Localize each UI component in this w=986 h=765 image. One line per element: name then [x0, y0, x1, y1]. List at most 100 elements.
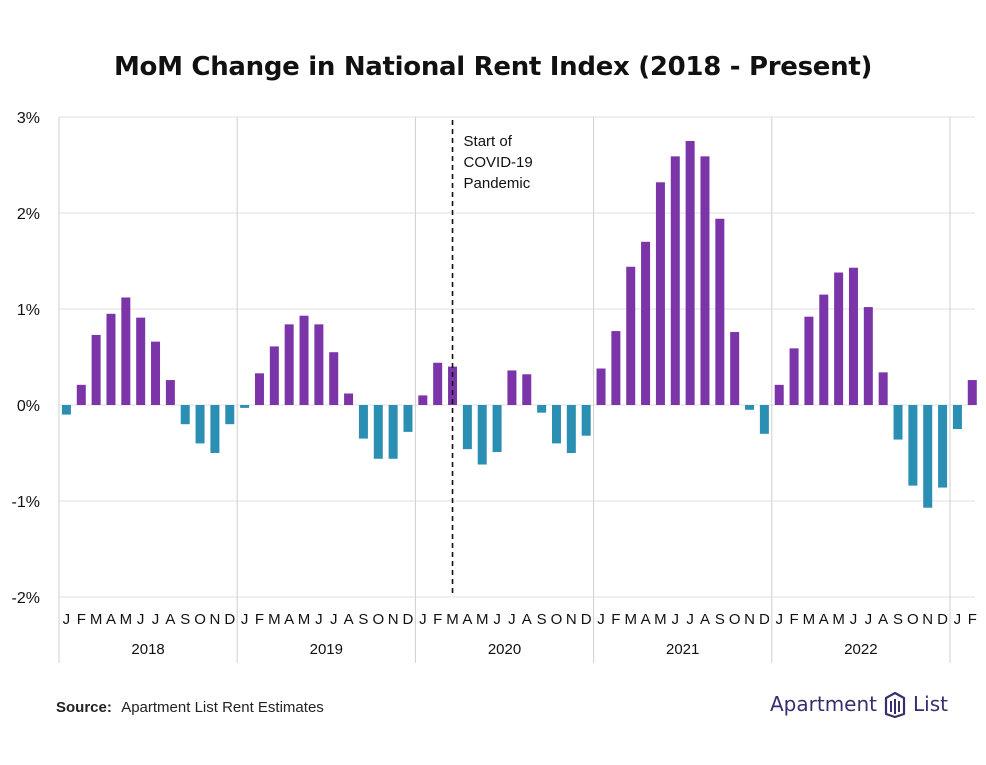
bar	[344, 393, 354, 405]
covid-annotation-text: Pandemic	[464, 175, 531, 192]
bar	[967, 380, 977, 405]
bar	[165, 380, 175, 405]
bar	[670, 156, 680, 405]
x-tick-label: A	[700, 611, 710, 628]
x-tick-label: A	[819, 611, 829, 628]
x-tick-label: A	[641, 611, 651, 628]
y-tick-label: -2%	[12, 590, 40, 607]
bar	[759, 405, 769, 434]
annotation-layer: Start of COVID-19 Pandemic	[451, 120, 533, 597]
logo-word-list: List	[913, 692, 948, 716]
x-tick-label: M	[268, 611, 281, 628]
x-tick-label: M	[832, 611, 845, 628]
bar	[180, 405, 190, 425]
bar	[774, 384, 784, 405]
bar	[878, 372, 888, 405]
x-tick-label: A	[462, 611, 472, 628]
bar	[225, 405, 235, 425]
x-tick-label: A	[106, 611, 116, 628]
x-tick-label: A	[522, 611, 532, 628]
bar	[581, 405, 591, 436]
bar	[492, 405, 502, 453]
x-tick-label: A	[165, 611, 175, 628]
x-tick-label: S	[537, 611, 547, 628]
bar	[522, 374, 532, 405]
x-tick-label: M	[90, 611, 103, 628]
x-tick-label: J	[775, 611, 783, 628]
x-tick-label: J	[865, 611, 873, 628]
x-tick-label: J	[850, 611, 858, 628]
axis-layer: 3%2%1%0%-1%-2%J F M A M J J A S O N D J F M A M J J A S O N D J F…	[12, 110, 977, 658]
x-tick-label: M	[624, 611, 637, 628]
source-label: Source:	[56, 699, 112, 716]
year-label: 2020	[488, 641, 521, 658]
covid-annotation-text: Start of	[464, 133, 513, 150]
bar	[314, 324, 324, 405]
x-tick-label: J	[672, 611, 680, 628]
bar	[834, 272, 844, 405]
bar	[418, 395, 428, 405]
x-tick-label: M	[298, 611, 311, 628]
bar	[893, 405, 903, 440]
x-tick-label: F	[968, 611, 977, 628]
bar	[284, 324, 294, 405]
x-tick-label: D	[224, 611, 235, 628]
bar	[715, 218, 725, 405]
y-tick-label: 3%	[17, 110, 40, 127]
bar	[403, 405, 413, 432]
bar	[61, 405, 71, 415]
bar	[611, 331, 621, 405]
bar	[863, 307, 873, 405]
bar	[210, 405, 220, 453]
grid-layer	[58, 116, 975, 663]
bar	[745, 405, 755, 410]
x-tick-label: J	[137, 611, 145, 628]
x-tick-label: J	[241, 611, 249, 628]
bar	[551, 405, 561, 444]
x-tick-label: J	[597, 611, 605, 628]
bar	[373, 405, 383, 459]
x-tick-label: D	[937, 611, 948, 628]
logo-word-apartment: Apartment	[770, 692, 878, 716]
year-label: 2021	[666, 641, 699, 658]
bar	[76, 384, 86, 405]
x-tick-label: M	[120, 611, 133, 628]
year-label: 2022	[844, 641, 877, 658]
x-tick-label: M	[803, 611, 816, 628]
x-tick-label: S	[180, 611, 190, 628]
bar	[195, 405, 205, 444]
x-tick-label: S	[358, 611, 368, 628]
x-tick-label: N	[744, 611, 755, 628]
bar	[804, 316, 814, 405]
x-tick-label: M	[654, 611, 667, 628]
x-tick-label: A	[344, 611, 354, 628]
x-tick-label: F	[611, 611, 620, 628]
x-tick-label: J	[686, 611, 694, 628]
bar	[537, 405, 547, 413]
bar	[952, 405, 962, 429]
x-tick-label: M	[446, 611, 459, 628]
bar	[566, 405, 576, 453]
x-tick-label: M	[476, 611, 489, 628]
y-tick-label: 0%	[17, 398, 40, 415]
x-tick-label: J	[152, 611, 160, 628]
bar	[626, 266, 636, 405]
bar	[477, 405, 487, 465]
x-tick-label: D	[403, 611, 414, 628]
x-tick-label: F	[433, 611, 442, 628]
y-tick-label: 2%	[17, 206, 40, 223]
x-tick-label: J	[63, 611, 71, 628]
apartment-list-logo: Apartment List	[770, 690, 948, 718]
bar	[254, 373, 264, 405]
x-tick-label: O	[551, 611, 563, 628]
x-tick-label: N	[566, 611, 577, 628]
x-tick-label: J	[954, 611, 962, 628]
x-tick-label: F	[789, 611, 798, 628]
bar	[908, 405, 918, 486]
bar	[596, 368, 606, 405]
x-tick-label: J	[508, 611, 516, 628]
bar	[136, 317, 146, 405]
y-tick-label: 1%	[17, 302, 40, 319]
bar	[358, 405, 368, 439]
x-tick-label: N	[922, 611, 933, 628]
